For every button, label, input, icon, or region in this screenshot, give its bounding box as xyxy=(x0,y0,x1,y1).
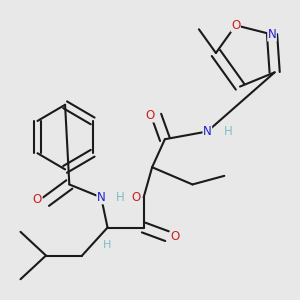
Text: N: N xyxy=(203,125,212,138)
Text: H: H xyxy=(103,240,112,250)
Text: N: N xyxy=(97,191,106,204)
Text: H: H xyxy=(116,191,125,204)
Text: O: O xyxy=(231,19,240,32)
Text: O: O xyxy=(131,191,141,204)
Text: O: O xyxy=(171,230,180,243)
Text: O: O xyxy=(146,109,154,122)
Text: N: N xyxy=(268,28,276,41)
Text: H: H xyxy=(224,125,233,138)
Text: O: O xyxy=(33,193,42,206)
